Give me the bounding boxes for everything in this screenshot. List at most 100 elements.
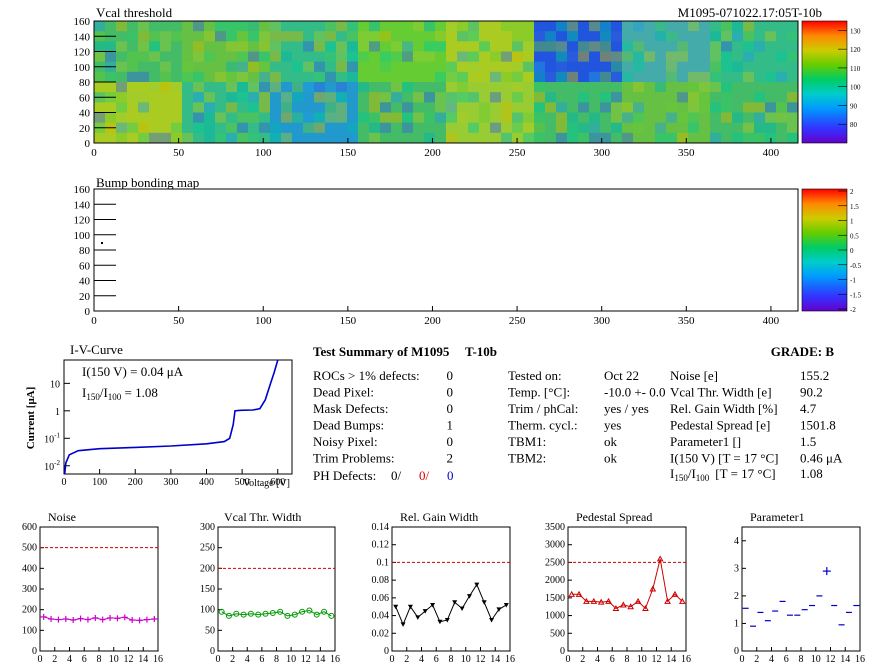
map-pixel-block [732,112,743,123]
roc-x-tick-label: 4 [769,654,774,665]
map-pixel-block [633,102,644,113]
map-pixel-block [270,41,281,52]
roc-data-point [121,614,128,621]
map-pixel-block [655,132,666,143]
map-pixel-block [446,21,457,32]
map-pixel-block [567,51,578,62]
summary-value: 155.2 [800,368,829,383]
map-pixel-block [776,71,787,82]
roc-cell [534,82,622,143]
map-pixel-block [611,51,622,62]
map-pixel-block [523,61,534,72]
map-pixel-block [424,112,435,123]
roc-y-tick-label: 3500 [545,522,565,533]
map-pixel-block [248,31,259,42]
map-pixel-block [193,102,204,113]
map-pixel-block [578,92,589,103]
map-pixel-block [688,92,699,103]
iv-xlabel: Voltage [V] [243,478,290,489]
map-pixel-block [446,112,457,123]
map-pixel-block [281,31,292,42]
map-pixel-block [369,31,380,42]
map-pixel-block [336,21,347,32]
map-pixel-block [743,21,754,32]
map-pixel-block [94,51,105,62]
map-pixel-block [226,61,237,72]
map-pixel-block [380,61,391,72]
roc-x-tick-label: 0 [390,654,395,665]
map-pixel-block [446,61,457,72]
colorbar-tick-label: 1.5 [850,203,859,211]
roc-y-tick-label: 3 [734,563,739,574]
map-pixel-block [259,82,270,93]
roc-x-tick-label: 10 [286,654,296,665]
map-pixel-block [468,31,479,42]
map-pixel-block [204,92,215,103]
map-pixel-block [171,132,182,143]
x-tick-label: 50 [173,147,185,159]
map-pixel-block [248,132,259,143]
map-pixel-block [578,51,589,62]
iv-x-tick-label: 600 [270,477,285,488]
map-pixel-block [369,51,380,62]
map-pixel-block [600,51,611,62]
map-pixel-block [270,82,281,93]
bump-frame [93,188,799,312]
map-pixel-block [248,21,259,32]
map-pixel-block [600,31,611,42]
roc-data-point [151,615,158,622]
map-pixel-block [457,92,468,103]
map-pixel-block [721,61,732,72]
map-pixel-block [589,132,600,143]
roc-chart-title: Pedestal Spread [576,510,652,524]
map-pixel-block [479,41,490,52]
map-pixel-block [622,102,633,113]
map-pixel-block [732,61,743,72]
summary-value: -10.0 +- 0.0 [604,385,666,400]
roc-data-point [496,607,502,612]
roc-cell [710,21,798,82]
roc-x-tick-label: 12 [652,654,662,665]
colorbar-tick-label: 1 [850,218,854,226]
map-pixel-block [589,21,600,32]
roc-y-tick-label: 0.02 [372,628,390,639]
threshold-map: Vcal threshold M1095-071022.17:05T-10b 0… [74,5,862,159]
map-pixel-block [292,31,303,42]
map-pixel-block [237,61,248,72]
roc-data-point [70,617,77,623]
map-pixel-block [512,61,523,72]
roc-x-tick-label: 10 [461,654,471,665]
roc-data-point [114,615,121,622]
map-pixel-block [347,71,358,82]
roc-y-tick-label: 0 [734,646,739,657]
map-pixel-block [138,71,149,82]
roc-chart-frame [567,526,687,652]
roc-y-tick-label: 0.06 [372,593,390,604]
map-pixel-block [171,31,182,42]
map-title: Vcal threshold [96,5,173,20]
roc-cell [622,82,710,143]
map-pixel-block [215,112,226,123]
map-pixel-block [226,122,237,133]
summary-value: 0 [447,401,454,416]
colorbar-tick-label: 130 [850,27,861,35]
roc-data-point [55,616,62,623]
map-pixel-block [116,112,127,123]
iv-x-tick-label: 0 [62,477,67,488]
roc-x-tick-label: 6 [784,654,789,665]
map-pixel-block [556,122,567,133]
map-pixel-block [710,132,721,143]
map-pixel-block [699,71,710,82]
map-pixel-block [182,71,193,82]
roc-data-point [62,615,69,622]
roc-data-point [575,590,583,597]
map-pixel-block [237,132,248,143]
roc-data-point [77,615,84,622]
iv-x-tick-label: 300 [163,477,178,488]
summary-label: I(150 V) [T = 17 °C] [670,451,778,466]
map-pixel-block [699,92,710,103]
map-pixel-block [259,31,270,42]
map-pixel-block [116,61,127,72]
map-pixel-block [347,41,358,52]
